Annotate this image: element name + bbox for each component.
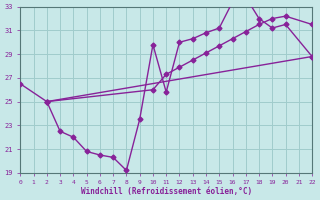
X-axis label: Windchill (Refroidissement éolien,°C): Windchill (Refroidissement éolien,°C): [81, 187, 252, 196]
